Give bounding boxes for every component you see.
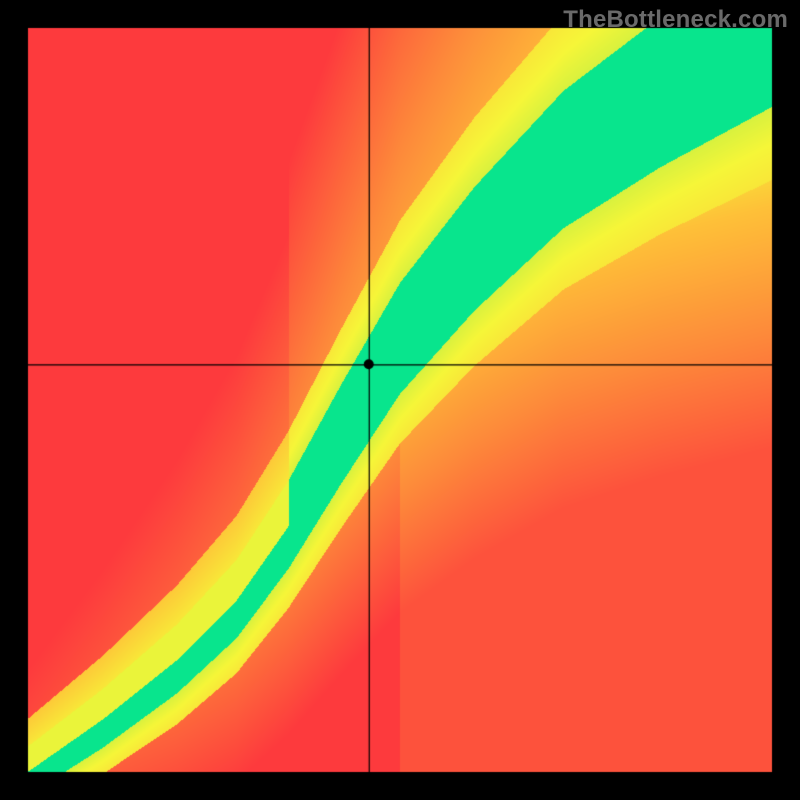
heatmap-canvas <box>0 0 800 800</box>
watermark-text: TheBottleneck.com <box>563 6 788 34</box>
chart-container: TheBottleneck.com <box>0 0 800 800</box>
